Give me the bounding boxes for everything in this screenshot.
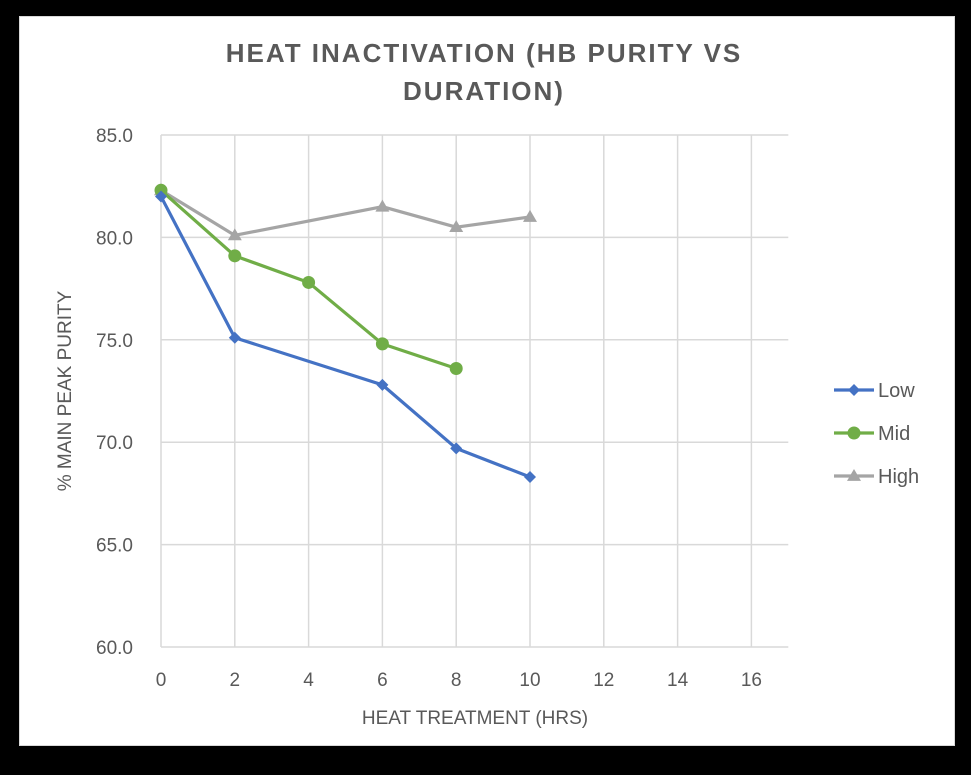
- x-tick-label: 4: [303, 670, 314, 691]
- legend-marker-diamond: [848, 384, 860, 396]
- legend-label: Mid: [878, 423, 910, 445]
- series-high: [154, 183, 537, 241]
- series-low: [155, 190, 536, 484]
- data-point-low: [155, 190, 167, 203]
- chart-title-line-1: HEAT INACTIVATION (HB PURITY VS: [226, 38, 743, 68]
- data-point-mid: [228, 249, 242, 263]
- legend-marker-triangle: [847, 469, 861, 481]
- y-tick-label: 60.0: [96, 638, 133, 659]
- data-point-high: [227, 228, 242, 241]
- y-axis-ticks: 60.0 65.0 70.0 75.0 80.0 85.0: [96, 126, 133, 659]
- data-point-low: [376, 378, 389, 391]
- y-tick-label: 80.0: [96, 228, 133, 249]
- chart-area: [19, 16, 955, 746]
- data-point-mid: [375, 337, 389, 351]
- data-point-low: [524, 471, 536, 484]
- series-line-high: [160, 188, 531, 237]
- legend-marker-circle: [847, 426, 861, 440]
- legend-label: Low: [878, 380, 915, 402]
- legend-item-mid: Mid: [834, 423, 910, 445]
- x-axis-label: HEAT TREATMENT (HRS): [362, 708, 588, 729]
- x-tick-label: 16: [741, 670, 762, 691]
- y-axis-label: % MAIN PEAK PURITY: [55, 290, 76, 491]
- chart-title-line-2: DURATION): [403, 76, 565, 106]
- gridlines: [160, 134, 789, 648]
- series-mid: [154, 183, 463, 375]
- x-tick-label: 2: [230, 670, 241, 691]
- x-tick-label: 0: [156, 670, 167, 691]
- data-point-low: [228, 331, 241, 344]
- x-tick-label: 6: [377, 670, 388, 691]
- data-point-mid: [154, 183, 168, 197]
- data-point-high: [449, 220, 464, 233]
- legend-label: High: [878, 466, 919, 488]
- x-tick-label: 10: [519, 670, 540, 691]
- legend-item-low: Low: [834, 380, 915, 402]
- data-point-mid: [449, 361, 463, 375]
- x-tick-label: 8: [451, 670, 462, 691]
- data-point-high: [523, 209, 537, 222]
- x-axis-ticks: 0 2 4 6 8 10 12 14 16: [156, 670, 762, 691]
- y-tick-label: 70.0: [96, 433, 133, 454]
- series-group: [154, 183, 537, 484]
- data-point-mid: [302, 275, 316, 289]
- x-tick-label: 12: [593, 670, 614, 691]
- y-tick-label: 75.0: [96, 331, 133, 352]
- y-tick-label: 65.0: [96, 536, 133, 557]
- legend: Low Mid High: [834, 380, 919, 488]
- legend-item-high: High: [834, 466, 919, 488]
- data-point-low: [450, 442, 463, 455]
- chart-title: HEAT INACTIVATION (HB PURITY VS DURATION…: [226, 38, 743, 106]
- data-point-high: [375, 199, 390, 212]
- y-tick-label: 85.0: [96, 126, 133, 147]
- x-tick-label: 14: [667, 670, 689, 691]
